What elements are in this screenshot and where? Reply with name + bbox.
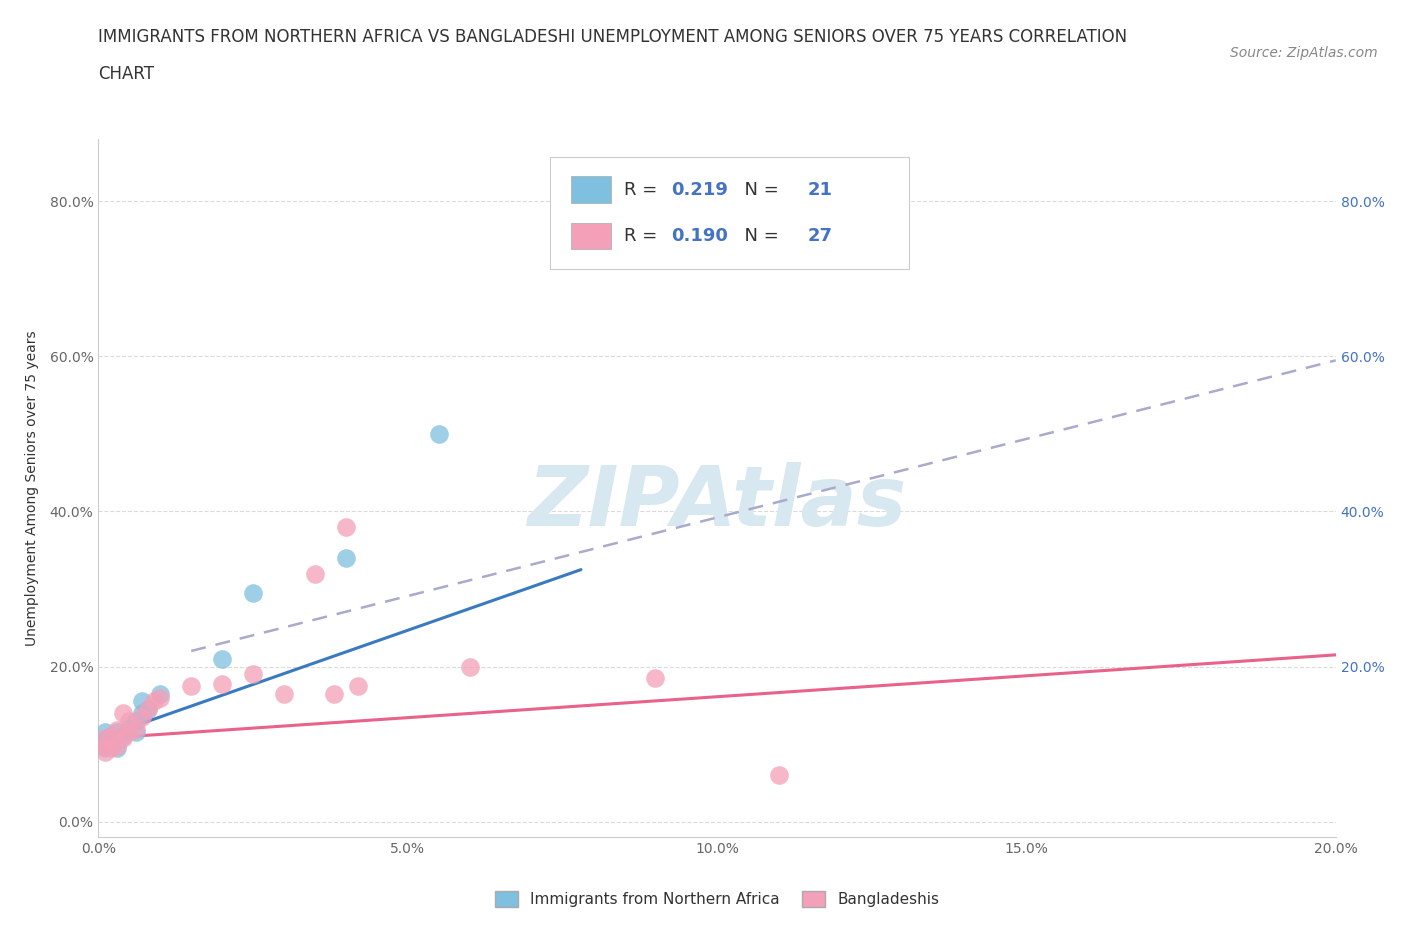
Point (322, 686, 344, 701)
Point (211, 651, 233, 666)
Point (100, 729, 122, 744)
Point (131, 710, 153, 724)
Point (93, 725, 115, 740)
Point (131, 694, 153, 709)
Point (93, 738, 115, 753)
Point (458, 659, 481, 674)
Point (136, 702, 159, 717)
Point (644, 671, 666, 685)
Point (100, 737, 122, 751)
Point (180, 679, 202, 694)
Text: 0.190: 0.190 (671, 227, 728, 245)
Text: R =: R = (624, 180, 664, 199)
Point (93, 740, 115, 755)
Text: 21: 21 (807, 180, 832, 199)
Point (105, 723, 128, 737)
Text: N =: N = (733, 180, 785, 199)
Point (273, 686, 295, 701)
Point (347, 679, 370, 694)
Point (93, 730, 115, 745)
Point (551, 202, 574, 217)
Point (211, 676, 233, 691)
Text: ZIPAtlas: ZIPAtlas (527, 461, 907, 543)
Text: 0.219: 0.219 (671, 180, 728, 199)
Point (124, 725, 146, 740)
Point (242, 586, 264, 601)
Point (105, 733, 128, 748)
Point (100, 740, 122, 755)
Text: CHART: CHART (98, 65, 155, 83)
Point (118, 721, 141, 736)
Point (149, 690, 172, 705)
Text: Source: ZipAtlas.com: Source: ZipAtlas.com (1230, 46, 1378, 60)
Point (304, 566, 326, 581)
Y-axis label: Unemployment Among Seniors over 75 years: Unemployment Among Seniors over 75 years (24, 330, 38, 646)
FancyBboxPatch shape (550, 157, 908, 269)
Legend: Immigrants from Northern Africa, Bangladeshis: Immigrants from Northern Africa, Banglad… (488, 884, 946, 913)
Point (105, 738, 128, 753)
Point (93, 744, 115, 759)
Point (112, 729, 135, 744)
Point (100, 729, 122, 744)
Text: N =: N = (733, 227, 785, 245)
Point (149, 686, 172, 701)
Point (143, 694, 166, 709)
Text: IMMIGRANTS FROM NORTHERN AFRICA VS BANGLADESHI UNEMPLOYMENT AMONG SENIORS OVER 7: IMMIGRANTS FROM NORTHERN AFRICA VS BANGL… (98, 28, 1128, 46)
FancyBboxPatch shape (571, 177, 610, 203)
Point (335, 520, 357, 535)
Point (112, 730, 135, 745)
Point (93, 733, 115, 748)
FancyBboxPatch shape (571, 222, 610, 249)
Text: 27: 27 (807, 227, 832, 245)
Point (136, 702, 159, 717)
Text: R =: R = (624, 227, 664, 245)
Point (112, 706, 135, 721)
Point (427, 427, 450, 442)
Point (105, 725, 128, 740)
Point (124, 721, 146, 736)
Point (131, 706, 153, 721)
Point (105, 740, 128, 755)
Point (335, 551, 357, 565)
Point (242, 667, 264, 682)
Point (118, 725, 141, 740)
Point (768, 767, 790, 782)
Point (118, 713, 141, 728)
Point (124, 713, 146, 728)
